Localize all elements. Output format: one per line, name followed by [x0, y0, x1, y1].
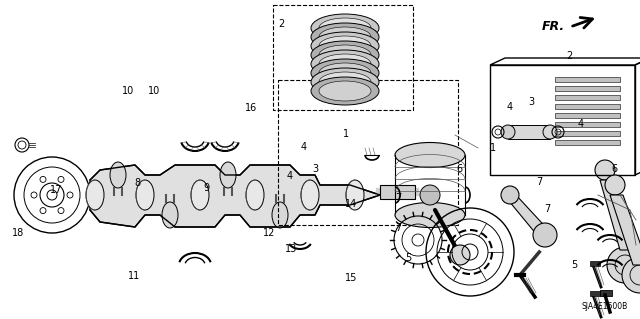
- Text: 12: 12: [262, 228, 275, 238]
- Text: 9: 9: [203, 183, 209, 193]
- Circle shape: [595, 160, 615, 180]
- Text: 6: 6: [456, 164, 463, 174]
- Text: 17: 17: [49, 185, 62, 195]
- Text: 8: 8: [134, 178, 141, 189]
- Ellipse shape: [311, 23, 379, 51]
- Ellipse shape: [319, 36, 371, 56]
- Ellipse shape: [311, 68, 379, 96]
- Text: 5: 5: [405, 253, 412, 263]
- Bar: [555, 95, 620, 100]
- Text: 6: 6: [611, 164, 618, 174]
- Text: 4: 4: [577, 119, 584, 130]
- Polygon shape: [504, 195, 553, 235]
- Ellipse shape: [110, 162, 126, 188]
- Bar: [490, 65, 635, 175]
- Ellipse shape: [543, 125, 557, 139]
- Text: 3: 3: [528, 97, 534, 107]
- Ellipse shape: [395, 203, 465, 227]
- Ellipse shape: [246, 180, 264, 210]
- Text: FR.: FR.: [542, 20, 565, 33]
- Ellipse shape: [395, 143, 465, 167]
- Bar: [555, 122, 620, 127]
- Text: 7: 7: [395, 193, 401, 203]
- Bar: [380, 185, 415, 199]
- Text: 1: 1: [490, 143, 496, 153]
- Text: 7: 7: [544, 204, 550, 214]
- Text: 2: 2: [566, 51, 573, 61]
- Text: 1: 1: [342, 129, 349, 139]
- Circle shape: [450, 245, 470, 265]
- Ellipse shape: [86, 180, 104, 210]
- Ellipse shape: [220, 162, 236, 188]
- Ellipse shape: [501, 125, 515, 139]
- Bar: [273, 5, 413, 110]
- Ellipse shape: [346, 180, 364, 210]
- Text: 10: 10: [122, 86, 134, 96]
- Text: 15: 15: [344, 272, 357, 283]
- Ellipse shape: [319, 63, 371, 83]
- Ellipse shape: [311, 77, 379, 105]
- Polygon shape: [610, 195, 640, 265]
- Text: 13: 13: [285, 244, 298, 254]
- Ellipse shape: [319, 27, 371, 47]
- Text: SJA4E1600B: SJA4E1600B: [582, 302, 628, 311]
- Bar: [555, 113, 620, 118]
- Ellipse shape: [311, 50, 379, 78]
- Bar: [508, 125, 550, 139]
- Text: 7: 7: [395, 223, 401, 233]
- Ellipse shape: [311, 14, 379, 42]
- Text: 11: 11: [128, 271, 141, 281]
- Text: 14: 14: [344, 199, 357, 209]
- Ellipse shape: [301, 180, 319, 210]
- Bar: [590, 261, 600, 266]
- Text: 4: 4: [287, 171, 293, 182]
- Bar: [555, 104, 620, 109]
- Text: 3: 3: [312, 164, 318, 174]
- Text: 5: 5: [571, 260, 577, 270]
- Ellipse shape: [136, 180, 154, 210]
- Ellipse shape: [319, 81, 371, 101]
- Bar: [555, 140, 620, 145]
- Polygon shape: [600, 180, 633, 250]
- Ellipse shape: [319, 18, 371, 38]
- Text: 4: 4: [507, 102, 513, 112]
- Ellipse shape: [319, 72, 371, 92]
- Circle shape: [605, 175, 625, 195]
- Text: 10: 10: [147, 86, 160, 96]
- Circle shape: [501, 186, 519, 204]
- Bar: [600, 290, 612, 296]
- Text: 16: 16: [245, 103, 258, 114]
- Circle shape: [533, 223, 557, 247]
- Bar: [278, 80, 458, 225]
- Circle shape: [607, 247, 640, 283]
- Ellipse shape: [311, 59, 379, 87]
- Bar: [555, 86, 620, 91]
- Text: 2: 2: [278, 19, 285, 29]
- Polygon shape: [90, 165, 380, 227]
- Ellipse shape: [191, 180, 209, 210]
- Ellipse shape: [319, 54, 371, 74]
- Text: 4: 4: [301, 142, 307, 152]
- Bar: [555, 77, 620, 82]
- Ellipse shape: [311, 32, 379, 60]
- Text: 18: 18: [12, 228, 24, 238]
- Text: 7: 7: [536, 177, 543, 187]
- Bar: [555, 131, 620, 136]
- Circle shape: [622, 257, 640, 293]
- Ellipse shape: [162, 202, 178, 228]
- Ellipse shape: [311, 41, 379, 69]
- Bar: [590, 291, 600, 296]
- Ellipse shape: [272, 202, 288, 228]
- Circle shape: [420, 185, 440, 205]
- Ellipse shape: [319, 45, 371, 65]
